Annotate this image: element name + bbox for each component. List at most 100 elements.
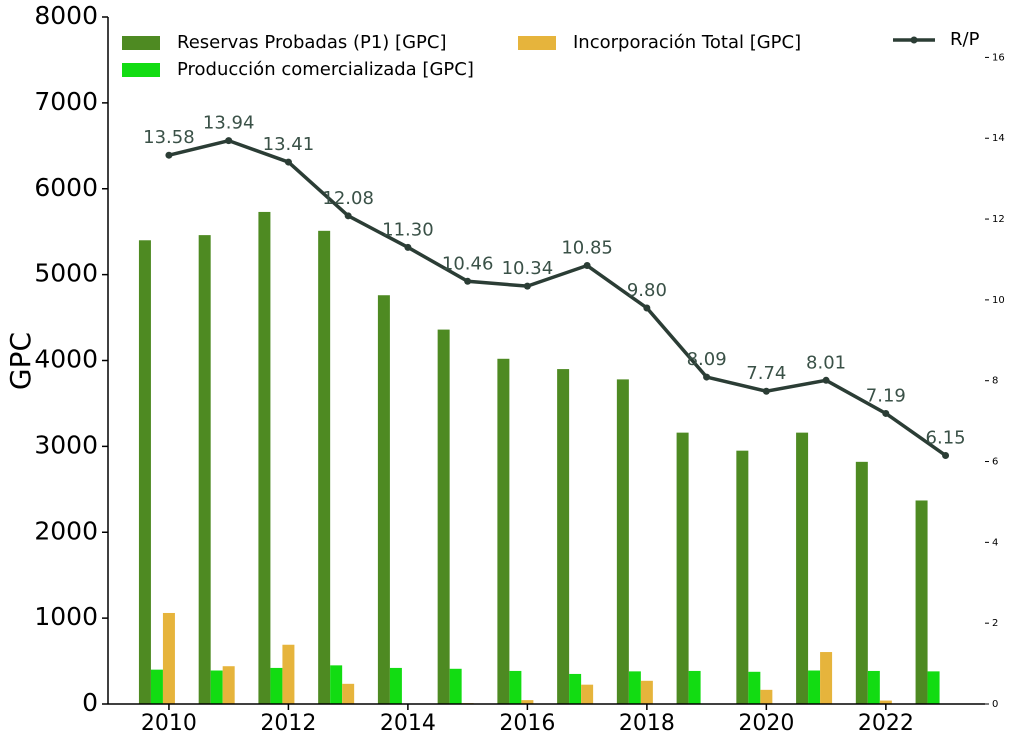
y2-tick-label: 16 xyxy=(992,52,1005,63)
rp-point xyxy=(404,243,412,251)
y2-tick-label: 4 xyxy=(992,537,998,548)
x-tick-label: 2016 xyxy=(499,711,555,736)
bar xyxy=(150,669,163,704)
legend-swatch xyxy=(122,36,160,50)
bar xyxy=(855,461,868,704)
y-axis-label: GPC xyxy=(4,332,37,390)
bar xyxy=(282,644,295,704)
bar xyxy=(138,240,151,704)
x-tick-label: 2022 xyxy=(858,711,914,736)
legend-label: Producción comercializada [GPC] xyxy=(177,59,474,80)
bar xyxy=(198,235,211,704)
y-tick-label: 2000 xyxy=(34,516,98,545)
y-tick-label: 6000 xyxy=(34,173,98,202)
x-tick-label: 2012 xyxy=(260,711,316,736)
bar xyxy=(437,329,450,704)
bar xyxy=(557,369,570,704)
rp-point xyxy=(703,373,711,381)
data-label: 10.46 xyxy=(442,253,494,274)
bar xyxy=(258,211,271,704)
data-label: 13.41 xyxy=(263,134,315,155)
y2-tick-label: 14 xyxy=(992,133,1005,144)
y2-tick-label: 12 xyxy=(992,214,1005,225)
bar xyxy=(389,667,402,704)
bar xyxy=(377,295,390,704)
data-label: 6.15 xyxy=(926,427,966,448)
y-tick-label: 3000 xyxy=(34,430,98,459)
y-tick-label: 8000 xyxy=(34,1,98,30)
bar xyxy=(820,652,833,704)
rp-point xyxy=(344,212,352,220)
y2-tick-label: 6 xyxy=(992,457,998,468)
bar xyxy=(879,700,892,704)
bar xyxy=(748,671,761,704)
rp-point xyxy=(583,262,591,270)
x-tick-label: 2020 xyxy=(738,711,794,736)
bar xyxy=(581,684,594,704)
bar xyxy=(736,450,749,704)
bar xyxy=(676,432,689,704)
bar xyxy=(569,673,582,704)
legend-swatch-marker xyxy=(910,36,918,44)
bar xyxy=(497,358,510,704)
legend-swatch xyxy=(122,63,160,77)
bar xyxy=(616,379,629,704)
x-tick-label: 2010 xyxy=(141,711,197,736)
y-tick-label: 5000 xyxy=(34,259,98,288)
data-label: 10.34 xyxy=(502,258,554,279)
x-tick-label: 2014 xyxy=(380,711,436,736)
legend-label: Incorporación Total [GPC] xyxy=(573,32,801,53)
data-label: 13.94 xyxy=(203,113,255,134)
rp-point xyxy=(942,451,950,459)
rp-point xyxy=(882,409,890,417)
bar xyxy=(688,670,701,704)
data-label: 12.08 xyxy=(322,188,374,209)
bar xyxy=(330,665,343,704)
legend-label: Reservas Probadas (P1) [GPC] xyxy=(177,32,446,53)
bar xyxy=(808,670,821,704)
bar xyxy=(796,432,809,704)
bar xyxy=(210,670,223,704)
rp-point xyxy=(822,376,830,384)
bar xyxy=(509,670,522,704)
data-label: 11.30 xyxy=(382,219,434,240)
bar xyxy=(342,683,355,704)
y2-tick-label: 2 xyxy=(992,618,998,629)
bar xyxy=(318,230,331,705)
data-label: 8.01 xyxy=(806,352,846,373)
y-tick-label: 0 xyxy=(82,688,98,717)
bar xyxy=(927,671,940,704)
rp-point xyxy=(643,304,651,312)
legend-swatch xyxy=(518,36,556,50)
y-tick-label: 4000 xyxy=(34,345,98,374)
rp-point xyxy=(165,151,173,159)
rp-line xyxy=(168,138,947,457)
y2-tick-label: 8 xyxy=(992,376,998,387)
y-tick-label: 1000 xyxy=(34,602,98,631)
data-label: 10.85 xyxy=(561,238,613,259)
bar xyxy=(162,612,175,704)
rp-point xyxy=(523,282,531,290)
legend-label: R/P xyxy=(950,29,980,50)
y2-tick-label: 0 xyxy=(992,699,998,710)
rp-point xyxy=(284,158,292,166)
bar xyxy=(270,667,283,704)
rp-point xyxy=(225,137,233,145)
data-label: 9.80 xyxy=(627,280,667,301)
bar xyxy=(640,680,653,704)
rp-point xyxy=(762,387,770,395)
data-label: 13.58 xyxy=(143,127,195,148)
bar xyxy=(867,670,880,704)
x-tick-label: 2018 xyxy=(619,711,675,736)
data-label: 7.74 xyxy=(746,363,786,384)
rp-point xyxy=(464,277,472,285)
bar xyxy=(521,700,534,704)
y-tick-label: 7000 xyxy=(34,87,98,116)
bar xyxy=(628,671,641,704)
bar xyxy=(760,689,773,704)
bar xyxy=(915,500,928,704)
bar xyxy=(222,666,235,704)
data-label: 7.19 xyxy=(866,385,906,406)
